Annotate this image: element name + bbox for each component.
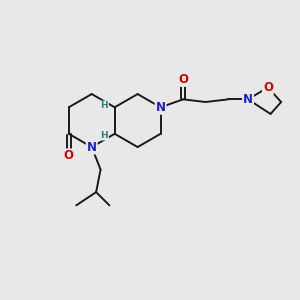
Text: N: N	[243, 93, 253, 106]
Text: O: O	[64, 149, 74, 162]
Text: H: H	[100, 131, 108, 140]
Text: H: H	[100, 101, 108, 110]
Text: N: N	[87, 141, 97, 154]
Text: N: N	[156, 101, 166, 114]
Text: O: O	[178, 73, 188, 86]
Text: O: O	[263, 81, 273, 94]
